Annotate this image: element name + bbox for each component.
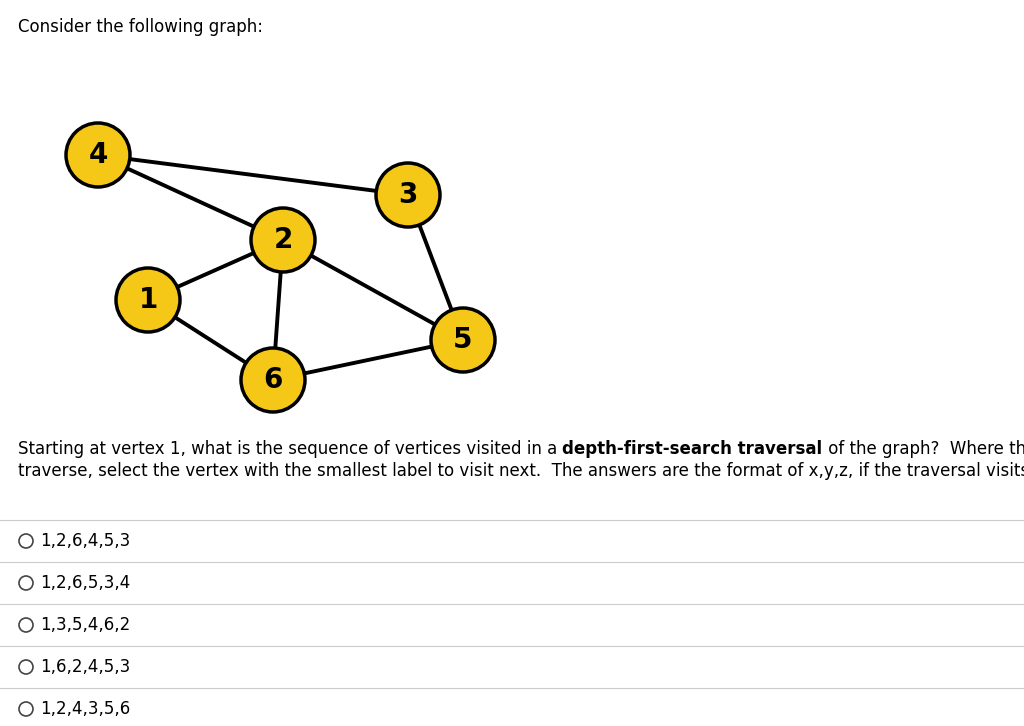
Text: 3: 3 xyxy=(398,181,418,209)
Text: 1,2,6,5,3,4: 1,2,6,5,3,4 xyxy=(40,574,130,592)
Text: traverse, select the vertex with the smallest label to visit next.  The answers : traverse, select the vertex with the sma… xyxy=(18,462,1024,480)
Circle shape xyxy=(431,308,495,372)
Text: 2: 2 xyxy=(273,226,293,254)
Text: 1,2,6,4,5,3: 1,2,6,4,5,3 xyxy=(40,532,130,550)
Circle shape xyxy=(116,268,180,332)
Text: 1,6,2,4,5,3: 1,6,2,4,5,3 xyxy=(40,658,130,676)
Text: of the graph?  Where there are multiple vertices to next: of the graph? Where there are multiple v… xyxy=(822,440,1024,458)
Circle shape xyxy=(376,163,440,227)
Text: 6: 6 xyxy=(263,366,283,394)
Text: 4: 4 xyxy=(88,141,108,169)
Text: 1: 1 xyxy=(138,286,158,314)
Text: Consider the following graph:: Consider the following graph: xyxy=(18,18,263,36)
Text: 5: 5 xyxy=(454,326,473,354)
Text: Starting at vertex 1, what is the sequence of vertices visited in a: Starting at vertex 1, what is the sequen… xyxy=(18,440,562,458)
Circle shape xyxy=(251,208,315,272)
Text: 1,3,5,4,6,2: 1,3,5,4,6,2 xyxy=(40,616,130,634)
Text: 1,2,4,3,5,6: 1,2,4,3,5,6 xyxy=(40,700,130,718)
Text: depth-first-search traversal: depth-first-search traversal xyxy=(562,440,822,458)
Circle shape xyxy=(241,348,305,412)
Circle shape xyxy=(66,123,130,187)
